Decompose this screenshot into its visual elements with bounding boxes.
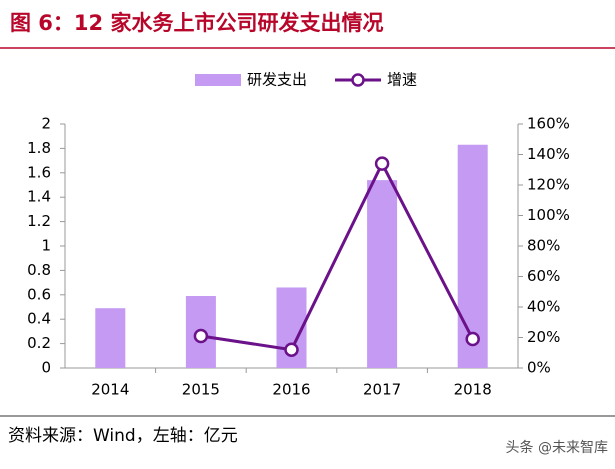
y-tick-label: 1.6	[27, 163, 51, 181]
y2-tick-label: 160%	[527, 115, 570, 133]
x-tick-label: 2017	[363, 381, 401, 399]
y-tick-label: 0.4	[27, 310, 51, 328]
line	[200, 160, 475, 352]
y-tick-label: 2	[41, 115, 51, 133]
y2-tick-label: 80%	[527, 237, 560, 255]
y-tick-label: 0	[41, 359, 51, 377]
line-marker	[284, 342, 299, 357]
source-note: 资料来源：Wind，左轴：亿元	[8, 426, 238, 446]
y-tick-label: 0.2	[27, 334, 51, 352]
legend-swatch	[195, 74, 241, 86]
x-tick-label: 2014	[91, 381, 129, 399]
legend-label: 增速	[387, 71, 417, 89]
watermark: 头条 @未来智库	[506, 439, 608, 456]
y2-tick-label: 100%	[527, 206, 570, 224]
bar	[95, 308, 126, 368]
y2-tick-label: 60%	[527, 267, 560, 285]
y2-tick-label: 0%	[527, 359, 551, 377]
legend-label: 研发支出	[247, 71, 307, 89]
y-tick-label: 0.8	[27, 261, 51, 279]
chart-title: 图 6：12 家水务上市公司研发支出情况	[10, 11, 383, 35]
y-tick-label: 1.4	[27, 188, 51, 206]
y-tick-label: 1	[41, 237, 51, 255]
y2-tick-label: 120%	[527, 176, 570, 194]
bar	[367, 180, 398, 368]
line-marker	[193, 328, 209, 344]
bar	[457, 144, 488, 368]
x-tick-label: 2016	[272, 381, 310, 399]
y-tick-label: 0.6	[27, 285, 51, 303]
y2-tick-label: 140%	[527, 145, 570, 163]
x-tick-label: 2015	[182, 381, 220, 399]
x-tick-label: 2018	[454, 381, 492, 399]
line-marker	[465, 331, 480, 347]
y-tick-label: 1.2	[27, 212, 51, 230]
y2-tick-label: 20%	[527, 328, 560, 346]
y2-tick-label: 40%	[527, 298, 560, 316]
legend-swatch	[351, 73, 365, 87]
y-tick-label: 1.8	[27, 139, 51, 157]
line-marker	[374, 156, 390, 171]
